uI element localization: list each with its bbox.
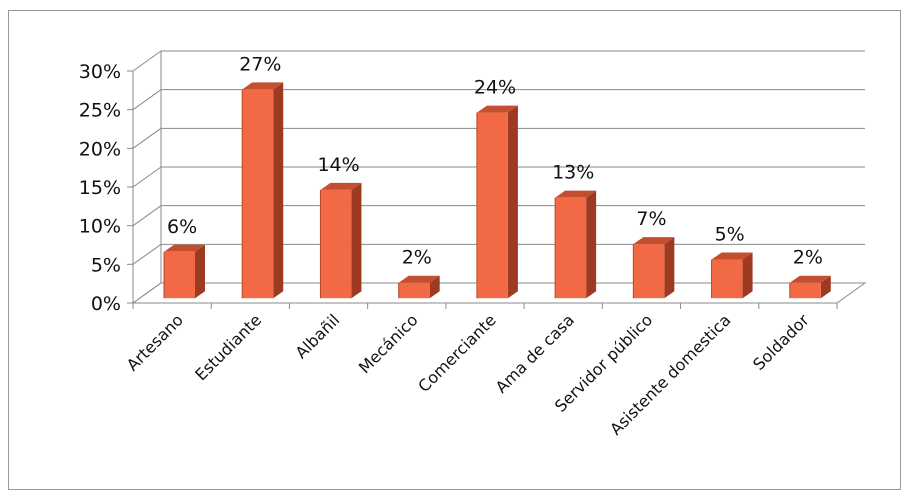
y-tick-label: 25% — [79, 100, 121, 122]
bar-side — [586, 190, 597, 299]
gridline-side — [132, 127, 162, 149]
gridline-side — [132, 243, 162, 265]
data-label: 14% — [317, 154, 359, 176]
bar-front — [711, 259, 743, 299]
gridline-side — [132, 205, 162, 227]
bar-front — [242, 89, 274, 299]
y-tick-label: 30% — [79, 61, 121, 83]
bar — [711, 252, 753, 299]
y-tick-label: 5% — [91, 254, 121, 276]
bar-top — [242, 82, 284, 90]
data-label: 13% — [552, 162, 594, 184]
gridline-side — [132, 166, 162, 188]
category-label: Comerciante — [414, 310, 500, 396]
bar-front — [555, 197, 587, 299]
data-label: 5% — [715, 224, 745, 246]
gridline-side — [132, 50, 162, 72]
bar-side — [195, 244, 206, 299]
chart-frame: 0% 5% 10% 15% 20% 25% 30% 6% 27% 14% 2% 24% 13% 7% 5%… — [8, 10, 901, 490]
category-label: Ama de casa — [492, 310, 578, 396]
bar-front — [320, 189, 352, 299]
bar-front — [476, 112, 508, 299]
bar-top — [164, 244, 206, 252]
bar-side — [742, 252, 753, 299]
bar-top — [555, 190, 597, 198]
bar-top — [789, 275, 831, 283]
bar-side — [820, 275, 831, 299]
y-tick-label: 10% — [79, 216, 121, 238]
category-label: Estudiante — [191, 310, 265, 384]
data-label: 7% — [636, 208, 666, 230]
bar-front — [398, 282, 430, 299]
bar-side — [507, 105, 518, 299]
category-label: Soldador — [749, 310, 813, 374]
bar — [789, 275, 831, 299]
bar-front — [633, 244, 665, 299]
bars — [163, 82, 831, 299]
bar — [163, 244, 206, 299]
bar-top — [633, 237, 675, 245]
y-axis: 0% 5% 10% 15% 20% 25% 30% — [79, 61, 134, 315]
category-label: Albañil — [291, 310, 343, 362]
data-label: 24% — [474, 77, 516, 99]
bar — [632, 237, 675, 299]
bar-top — [398, 275, 440, 283]
category-label: Artesano — [123, 310, 187, 374]
y-tick-label: 20% — [79, 138, 121, 160]
category-label: Mecánico — [355, 310, 422, 377]
bar-side — [664, 237, 675, 299]
x-axis: Artesano Estudiante Albañil MecánicoComerci… — [123, 303, 838, 439]
bar-front — [789, 282, 821, 299]
bar-side — [273, 82, 284, 299]
y-tick-label: 15% — [79, 177, 121, 199]
y-tick-label: 0% — [91, 293, 121, 315]
bar-chart: 0% 5% 10% 15% 20% 25% 30% 6% 27% 14% 2% 24% 13% 7% 5%… — [79, 50, 867, 439]
bar-side — [351, 182, 362, 299]
bar-front — [164, 251, 196, 299]
gridline-side — [132, 89, 162, 111]
data-label: 27% — [239, 53, 281, 75]
bar-side — [429, 275, 440, 299]
bar — [476, 105, 518, 299]
bar-top — [320, 182, 362, 190]
bar — [554, 190, 597, 299]
bar — [241, 82, 284, 299]
bar — [398, 275, 440, 299]
data-label: 6% — [167, 216, 197, 238]
bar-top — [711, 252, 753, 260]
data-label: 2% — [793, 247, 823, 269]
data-labels: 6% 27% 14% 2% 24% 13% 7% 5% 2% — [167, 53, 823, 268]
data-label: 2% — [402, 247, 432, 269]
bar-top — [476, 105, 518, 113]
bar — [319, 182, 362, 299]
